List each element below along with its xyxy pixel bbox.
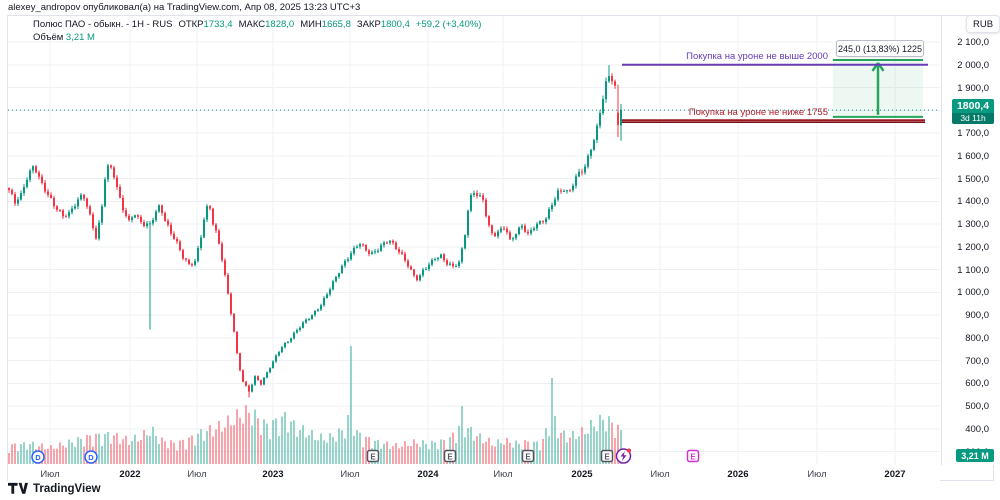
svg-text:D: D [35,453,41,462]
time-tick-label: 2026 [727,469,749,480]
time-tick-label: 2023 [262,469,284,480]
instrument-title: Полюс ПАО - обыкн. - 1H - RUS [33,19,173,30]
svg-text:E: E [690,453,696,462]
svg-text:E: E [370,453,376,462]
tradingview-logo-text: TradingView [33,482,101,495]
time-tick-label: 2022 [119,469,141,480]
earnings-icon [443,449,457,463]
volume-value: 3,21 М [65,32,95,43]
dividend-icon [31,450,45,464]
buy-upper-annotation-text[interactable]: Покупка на уроне не выше 2000 [686,51,828,62]
legend-row-volume: Объём 3,21 М [33,32,481,44]
price-axis[interactable]: 2 100,02 000,01 900,01 800,01 700,01 600… [941,16,994,465]
close-label: ЗАКР [356,19,381,30]
open-value: 1733,4 [203,19,233,30]
price-tick-label: 1 300,0 [957,219,989,230]
time-tick-label: Июл [650,469,670,480]
low-value: 1665,8 [321,19,351,30]
low-label: МИН [300,19,322,30]
current-price-value: 1800,4 [952,99,994,113]
price-tick-label: 1 500,0 [957,173,989,185]
gridlines [8,16,940,465]
close-value: 1800,4 [380,19,410,30]
upcoming-earnings-icon [686,449,700,463]
svg-text:E: E [447,453,453,462]
time-tick-label: 2025 [571,469,593,480]
chart-frame [7,15,994,481]
candles [8,65,622,398]
price-tick-label: 600,0 [965,378,989,390]
price-tick-label: 1 400,0 [957,196,989,208]
price-tick-label: 800,0 [965,332,989,344]
price-tick-label: 2 000,0 [957,59,989,71]
earnings-icon [521,449,535,463]
earnings-icon [600,449,614,463]
price-tick-label: 1 200,0 [957,241,989,253]
svg-text:E: E [604,453,610,462]
drawings[interactable] [622,58,928,123]
chart-legend[interactable]: Полюс ПАО - обыкн. - 1H - RUS ОТКР1733,4 М… [33,19,481,44]
current-price-label: 1800,4 3d 11h [952,99,994,124]
attribution-text: alexey_andropov опубликовал(а) на Tradin… [8,2,361,13]
time-tick-label: Июл [340,469,360,480]
time-tick-label: Июл [187,469,207,480]
volume-axis-badge: 3,21 М [956,449,994,462]
price-tick-label: 500,0 [965,401,989,412]
price-tick-label: 1 900,0 [957,82,989,94]
tradingview-logo-icon [8,482,28,494]
tradingview-logo[interactable]: TradingView [8,482,101,495]
time-tick-label: Июл [807,469,827,480]
time-axis[interactable]: Июл 2022 Июл 2023 Июл 2024 Июл 2025 Июл 2026 Июл 20… [8,466,940,481]
bar-countdown: 3d 11h [952,113,994,124]
price-tick-label: 2 100,0 [957,37,989,48]
time-tick-label: Июл [493,469,513,480]
volume-label: Объём [33,32,64,43]
change-value: +59,2 (+3,40%) [415,19,482,30]
currency-toggle-button[interactable]: RUB [966,15,1000,33]
buy-lower-annotation-text[interactable]: Покупка на уроне не ниже 1755 [688,107,828,118]
earnings-icon [366,449,380,463]
volume-bars [8,346,622,464]
price-tick-label: 700,0 [965,355,989,367]
time-tick-label: Июл [40,469,60,480]
dividend-icon [84,450,98,464]
legend-row-symbol: Полюс ПАО - обыкн. - 1H - RUS ОТКР1733,4 М… [33,19,481,31]
high-value: 1828,0 [265,19,295,30]
price-tick-label: 1 600,0 [957,150,989,162]
price-range-tool-label[interactable]: 245,0 (13,83%) 1225 [836,40,924,57]
svg-text:D: D [88,453,94,462]
price-tick-label: 1 000,0 [957,287,989,299]
price-tick-label: 400,0 [965,423,989,435]
time-tick-label: 2027 [884,469,906,480]
open-label: ОТКР [178,19,204,30]
high-label: МАКС [238,19,266,30]
svg-text:E: E [525,453,531,462]
price-tick-label: 900,0 [965,310,989,321]
time-tick-label: 2024 [417,469,439,480]
price-tick-label: 1 700,0 [957,128,989,139]
price-tick-label: 1 100,0 [957,264,989,276]
